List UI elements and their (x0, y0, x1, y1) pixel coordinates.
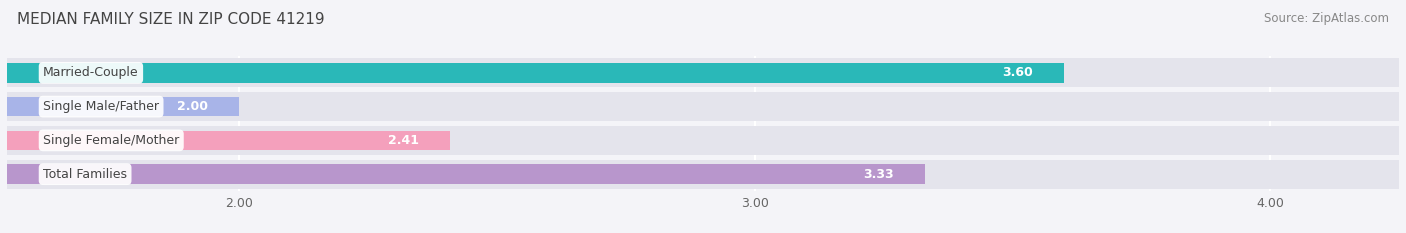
Bar (7, 92, 1399, 121)
Text: Single Female/Mother: Single Female/Mother (44, 134, 180, 147)
Text: 2.00: 2.00 (177, 100, 208, 113)
Text: Total Families: Total Families (44, 168, 127, 181)
Text: Married-Couple: Married-Couple (44, 66, 139, 79)
Text: 3.60: 3.60 (1002, 66, 1033, 79)
Text: Source: ZipAtlas.com: Source: ZipAtlas.com (1264, 12, 1389, 25)
Bar (7, 63, 1064, 83)
Text: Single Male/Father: Single Male/Father (44, 100, 159, 113)
Bar (7, 97, 239, 116)
Bar (7, 130, 450, 150)
Bar (7, 164, 925, 184)
Text: 2.41: 2.41 (388, 134, 419, 147)
Bar (7, 58, 1399, 87)
Bar (7, 160, 1399, 189)
Bar (7, 126, 1399, 155)
Text: MEDIAN FAMILY SIZE IN ZIP CODE 41219: MEDIAN FAMILY SIZE IN ZIP CODE 41219 (17, 12, 325, 27)
Text: 3.33: 3.33 (863, 168, 894, 181)
